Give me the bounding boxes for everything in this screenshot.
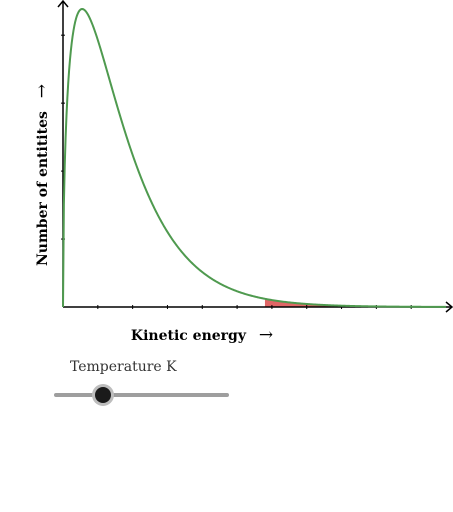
y-axis-arrow: →: [32, 84, 52, 98]
axis-ticks: [61, 34, 412, 309]
x-axis-label: Kinetic energy: [131, 328, 247, 344]
y-axis-arrowhead: [57, 0, 69, 8]
y-axis-label: Number of entitites: [35, 111, 51, 266]
y-axis-title: Number of entitites →: [32, 84, 52, 266]
temperature-slider-thumb[interactable]: [94, 387, 111, 403]
temperature-slider-label: Temperature K: [70, 359, 177, 375]
x-axis-arrowhead: [445, 301, 453, 313]
kinetic-energy-distribution-chart: Kinetic energy → Number of entitites →: [32, 0, 453, 345]
x-axis-arrow: →: [259, 325, 273, 345]
temperature-slider-track[interactable]: [54, 393, 229, 397]
x-axis-title: Kinetic energy →: [131, 325, 273, 345]
distribution-curve: [62, 7, 446, 308]
